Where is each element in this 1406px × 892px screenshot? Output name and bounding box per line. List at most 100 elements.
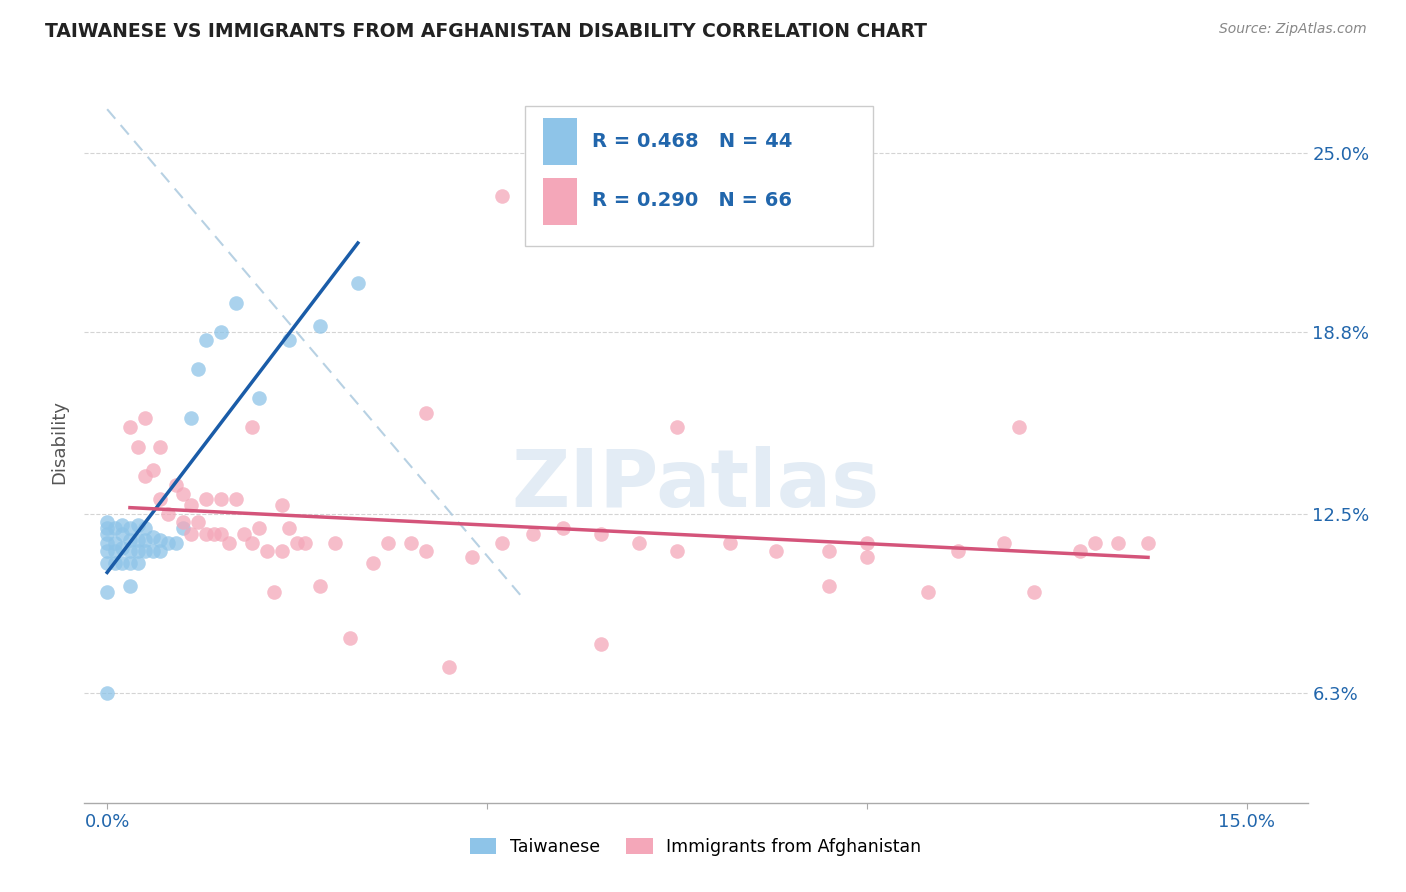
Point bbox=[461, 550, 484, 565]
Point bbox=[294, 535, 316, 549]
Point bbox=[111, 527, 134, 541]
Point bbox=[202, 527, 225, 541]
Point bbox=[118, 579, 141, 593]
Point bbox=[665, 420, 688, 434]
Point bbox=[946, 544, 969, 558]
Point bbox=[96, 686, 118, 700]
Point bbox=[278, 334, 301, 348]
Point bbox=[149, 544, 172, 558]
Point bbox=[247, 521, 270, 535]
Point bbox=[765, 544, 787, 558]
Point bbox=[165, 535, 187, 549]
Point bbox=[361, 556, 384, 570]
Point bbox=[209, 492, 232, 507]
Point bbox=[917, 584, 939, 599]
Point bbox=[270, 544, 292, 558]
FancyBboxPatch shape bbox=[524, 105, 873, 246]
Point bbox=[180, 527, 202, 541]
Point bbox=[225, 492, 247, 507]
Point bbox=[491, 535, 513, 549]
Point bbox=[96, 584, 118, 599]
Point bbox=[96, 516, 118, 530]
Point bbox=[270, 498, 292, 512]
Point bbox=[263, 584, 285, 599]
Point bbox=[165, 478, 187, 492]
Point bbox=[180, 411, 202, 425]
Point bbox=[156, 507, 179, 521]
Point bbox=[149, 440, 172, 454]
Point bbox=[134, 411, 156, 425]
Point bbox=[96, 556, 118, 570]
Point bbox=[278, 521, 301, 535]
Point bbox=[104, 521, 127, 535]
Point bbox=[993, 535, 1015, 549]
Point bbox=[134, 533, 156, 547]
Point bbox=[127, 518, 149, 533]
Text: R = 0.468   N = 44: R = 0.468 N = 44 bbox=[592, 132, 793, 152]
FancyBboxPatch shape bbox=[543, 118, 578, 165]
Point bbox=[187, 516, 209, 530]
Point bbox=[1084, 535, 1107, 549]
Point bbox=[225, 295, 247, 310]
Point bbox=[172, 486, 194, 500]
Legend: Taiwanese, Immigrants from Afghanistan: Taiwanese, Immigrants from Afghanistan bbox=[464, 830, 928, 863]
Y-axis label: Disability: Disability bbox=[51, 400, 69, 483]
Point bbox=[142, 463, 165, 477]
Point bbox=[127, 533, 149, 547]
Point bbox=[1008, 420, 1031, 434]
Point bbox=[818, 579, 841, 593]
Point bbox=[118, 533, 141, 547]
Point bbox=[323, 535, 346, 549]
Point bbox=[551, 521, 574, 535]
Point bbox=[142, 544, 165, 558]
Point bbox=[1107, 535, 1129, 549]
Point bbox=[127, 544, 149, 558]
Point bbox=[104, 544, 127, 558]
Point bbox=[522, 527, 544, 541]
Point bbox=[399, 535, 422, 549]
Point bbox=[856, 535, 879, 549]
Point bbox=[118, 521, 141, 535]
Point bbox=[96, 527, 118, 541]
Point bbox=[172, 521, 194, 535]
Point bbox=[134, 544, 156, 558]
Point bbox=[149, 533, 172, 547]
Point bbox=[818, 544, 841, 558]
Point bbox=[665, 544, 688, 558]
Point bbox=[415, 406, 437, 420]
Point bbox=[256, 544, 278, 558]
Point bbox=[339, 631, 361, 645]
Point bbox=[415, 544, 437, 558]
Point bbox=[194, 527, 217, 541]
Point bbox=[1022, 584, 1045, 599]
Point bbox=[142, 530, 165, 544]
FancyBboxPatch shape bbox=[543, 178, 578, 225]
Text: TAIWANESE VS IMMIGRANTS FROM AFGHANISTAN DISABILITY CORRELATION CHART: TAIWANESE VS IMMIGRANTS FROM AFGHANISTAN… bbox=[45, 22, 927, 41]
Point bbox=[111, 518, 134, 533]
Point bbox=[104, 535, 127, 549]
Point bbox=[96, 535, 118, 549]
Point bbox=[437, 660, 460, 674]
Point bbox=[1069, 544, 1091, 558]
Point bbox=[589, 637, 612, 651]
Point bbox=[309, 579, 332, 593]
Point bbox=[285, 535, 308, 549]
Point bbox=[240, 535, 263, 549]
Point bbox=[589, 527, 612, 541]
Text: Source: ZipAtlas.com: Source: ZipAtlas.com bbox=[1219, 22, 1367, 37]
Point bbox=[377, 535, 399, 549]
Point bbox=[127, 440, 149, 454]
Point bbox=[627, 535, 650, 549]
Point bbox=[247, 391, 270, 405]
Point bbox=[209, 527, 232, 541]
Point bbox=[127, 556, 149, 570]
Point bbox=[104, 556, 127, 570]
Point bbox=[232, 527, 254, 541]
Point bbox=[96, 521, 118, 535]
Point bbox=[209, 325, 232, 339]
Point bbox=[180, 498, 202, 512]
Point bbox=[118, 420, 141, 434]
Point bbox=[96, 544, 118, 558]
Point bbox=[134, 521, 156, 535]
Point bbox=[111, 541, 134, 556]
